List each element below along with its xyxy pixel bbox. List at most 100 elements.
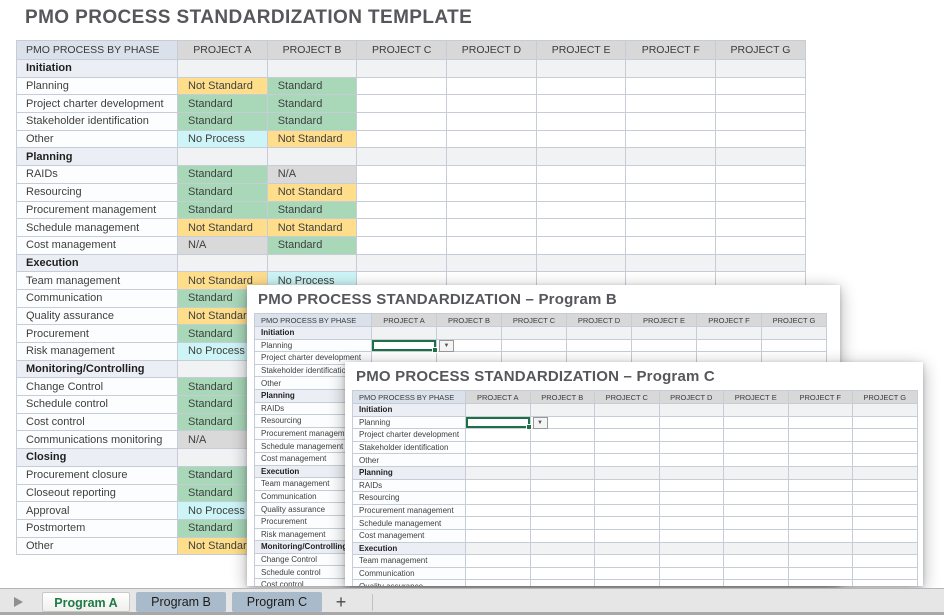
cell[interactable] [436, 326, 502, 340]
cell[interactable] [852, 403, 918, 417]
cell[interactable] [446, 76, 537, 96]
cell[interactable] [356, 218, 448, 237]
cell[interactable] [529, 491, 595, 505]
cell[interactable] [446, 165, 537, 184]
cell[interactable] [631, 338, 697, 353]
cell[interactable] [465, 541, 531, 556]
sheet-nav-arrow-icon[interactable] [14, 597, 23, 607]
cell[interactable] [787, 478, 853, 493]
cell[interactable] [356, 59, 448, 78]
cell[interactable] [696, 326, 762, 340]
row-label[interactable]: Schedule control [16, 395, 178, 414]
row-label[interactable]: Team management [16, 271, 178, 290]
cell[interactable] [594, 440, 660, 455]
cell[interactable] [658, 503, 724, 518]
cell[interactable] [787, 516, 853, 530]
cell[interactable]: Standard [266, 200, 358, 220]
cell[interactable] [465, 440, 531, 455]
cell[interactable] [529, 566, 595, 581]
cell[interactable] [723, 453, 789, 467]
cell[interactable] [658, 440, 724, 455]
cell[interactable] [356, 200, 448, 220]
cell[interactable] [723, 465, 789, 480]
row-label[interactable]: RAIDs [352, 478, 466, 493]
column-header[interactable]: PROJECT D [658, 390, 724, 404]
cell[interactable] [658, 428, 724, 442]
cell[interactable] [625, 165, 717, 184]
row-label[interactable]: Quality assurance [352, 579, 466, 586]
cell[interactable] [535, 200, 627, 220]
cell[interactable] [535, 253, 627, 273]
cell[interactable] [658, 465, 724, 480]
row-label[interactable]: Change Control [16, 377, 178, 397]
cell[interactable] [761, 326, 827, 340]
cell[interactable] [625, 235, 717, 255]
cell[interactable] [715, 165, 806, 184]
cell[interactable] [356, 112, 448, 131]
cell[interactable] [723, 428, 789, 442]
section-label[interactable]: Closing [16, 448, 178, 467]
cell[interactable] [529, 465, 595, 480]
cell[interactable] [787, 503, 853, 518]
cell[interactable] [787, 403, 853, 417]
row-label[interactable]: Closeout reporting [16, 483, 178, 503]
cell[interactable] [535, 235, 627, 255]
row-label[interactable]: Other [16, 536, 178, 556]
cell[interactable] [594, 528, 660, 543]
tab-program-b[interactable]: Program B [136, 592, 226, 612]
cell[interactable]: Standard [177, 165, 268, 184]
cell[interactable] [535, 76, 627, 96]
cell[interactable]: Standard [266, 112, 358, 131]
cell[interactable] [715, 235, 806, 255]
cell[interactable] [723, 440, 789, 455]
cell[interactable]: Not Standard [266, 182, 358, 202]
cell[interactable] [658, 415, 724, 430]
cell[interactable] [852, 554, 918, 568]
cell[interactable] [465, 579, 531, 586]
cell[interactable]: Standard [266, 235, 358, 255]
row-label[interactable]: Schedule management [352, 516, 466, 530]
cell[interactable] [723, 554, 789, 568]
cell[interactable] [715, 76, 806, 96]
section-label[interactable]: Execution [16, 253, 178, 273]
cell[interactable] [852, 541, 918, 556]
cell[interactable] [356, 235, 448, 255]
cell[interactable] [594, 415, 660, 430]
cell[interactable] [723, 503, 789, 518]
column-header[interactable]: PROJECT E [631, 313, 697, 327]
column-header[interactable]: PROJECT A [371, 313, 437, 327]
cell[interactable] [535, 147, 627, 167]
cell[interactable]: Not Standard [266, 129, 358, 149]
row-label[interactable]: Quality assurance [16, 306, 178, 326]
cell[interactable] [446, 129, 537, 149]
cell[interactable] [787, 415, 853, 430]
row-label[interactable]: Communication [16, 288, 178, 308]
row-label[interactable]: Risk management [16, 342, 178, 361]
row-label[interactable]: Stakeholder identification [254, 363, 372, 378]
cell[interactable] [501, 338, 567, 353]
cell[interactable] [529, 554, 595, 568]
row-label[interactable]: Planning [254, 338, 372, 353]
cell[interactable] [625, 253, 717, 273]
section-label[interactable]: Planning [352, 465, 466, 480]
dropdown-button[interactable]: ▼ [439, 339, 454, 352]
cell[interactable]: Standard [177, 288, 268, 308]
row-label[interactable]: Planning [352, 415, 466, 430]
cell[interactable] [356, 165, 448, 184]
cell[interactable] [852, 453, 918, 467]
cell[interactable] [723, 516, 789, 530]
cell[interactable] [446, 235, 537, 255]
cell[interactable] [177, 147, 268, 167]
cell[interactable] [535, 112, 627, 131]
row-label[interactable]: Quality assurance [254, 502, 372, 516]
row-label[interactable]: Team management [352, 554, 466, 568]
cell[interactable] [715, 59, 806, 78]
tab-program-a[interactable]: Program A [42, 592, 130, 612]
cell[interactable] [787, 440, 853, 455]
cell[interactable] [465, 403, 531, 417]
cell[interactable] [761, 338, 827, 353]
cell[interactable] [465, 566, 531, 581]
cell[interactable] [594, 554, 660, 568]
program-c-window[interactable]: PMO PROCESS STANDARDIZATION – Program C … [345, 362, 923, 586]
cell[interactable] [266, 253, 358, 273]
